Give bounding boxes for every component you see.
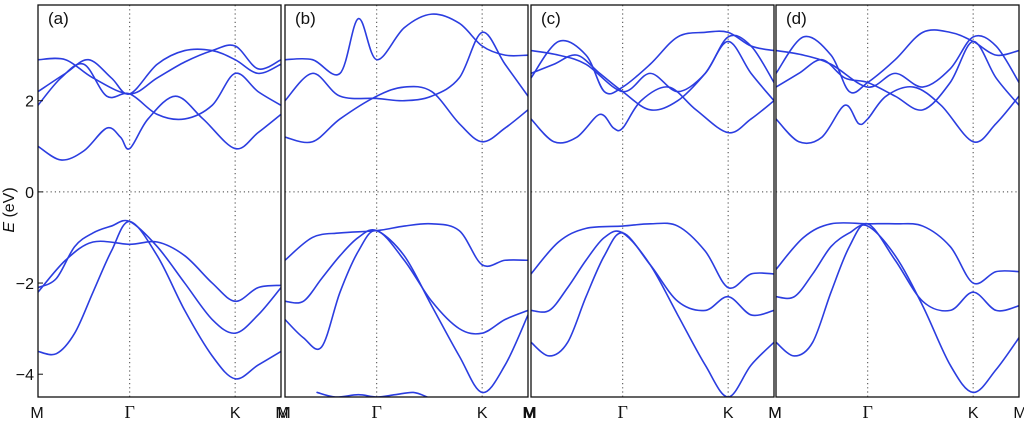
band-line [285,85,528,144]
band-line [776,221,1019,285]
band-line [38,95,281,161]
band-line [38,44,281,95]
k-point-label: Γ [862,402,872,422]
k-point-label: M [1013,405,1024,422]
k-point-label: M [277,405,290,422]
panel-frame [284,4,529,398]
band-lines [285,13,528,397]
band-line [285,229,528,351]
panel-label: (b) [295,9,316,28]
band-line [531,34,774,93]
band-line [531,30,774,95]
y-tick-label: −4 [16,367,34,384]
y-axis-title: E (eV) [1,187,18,232]
panel: (a) M Γ K M [30,4,289,422]
panel: (b) M Γ K M [277,4,536,422]
k-point-label: M [523,405,536,422]
band-lines [531,30,774,397]
panel-label: (d) [786,9,807,28]
band-line [531,222,774,289]
y-tick-label: 0 [25,185,34,202]
band-line [776,40,1019,111]
band-line [316,391,428,397]
band-line [531,86,774,144]
k-point-label: M [768,405,781,422]
k-point-label: K [477,405,488,422]
k-point-label: K [230,405,241,422]
panel-frame [775,4,1020,398]
band-line [38,48,281,95]
panel-frame [530,4,775,398]
band-lines [38,44,281,380]
panel: (c) M Γ K M [523,4,782,422]
k-point-label: K [723,405,734,422]
band-line [38,219,281,334]
band-lines [776,29,1019,394]
band-line [38,240,281,303]
k-point-label: M [768,405,781,422]
panel-label: (a) [48,9,69,28]
y-tick-label: −2 [16,276,34,293]
k-point-label: Γ [617,402,627,422]
panels: (a)M Γ K M(b)M Γ K M(c)M Γ K M(d)M Γ K M [30,4,1024,422]
k-point-label: M [522,405,535,422]
panel-frame [37,4,282,398]
band-line [776,224,1019,394]
band-line [531,230,774,397]
y-axis-symbol: E [1,222,18,233]
panel: (d) M Γ K M [768,4,1024,422]
y-tick-label: 2 [25,94,34,111]
band-line [285,222,528,268]
band-line [776,222,1019,357]
panel-label: (c) [541,9,561,28]
k-point-label: K [968,405,979,422]
k-point-label: M [275,405,288,422]
band-line [776,34,1019,88]
band-line [531,232,774,357]
band-line [38,220,281,380]
band-line [531,40,774,111]
band-line [776,29,1019,94]
k-point-label: Γ [371,402,381,422]
y-axis: E (eV) 2 0 −2 −4 [1,94,34,384]
band-line [38,62,281,121]
band-line [285,229,528,394]
band-line [776,85,1019,145]
k-point-label: Γ [124,402,134,422]
band-line [285,31,528,102]
k-point-label: M [30,405,43,422]
y-axis-unit: (eV) [1,187,18,222]
band-line [285,13,528,76]
